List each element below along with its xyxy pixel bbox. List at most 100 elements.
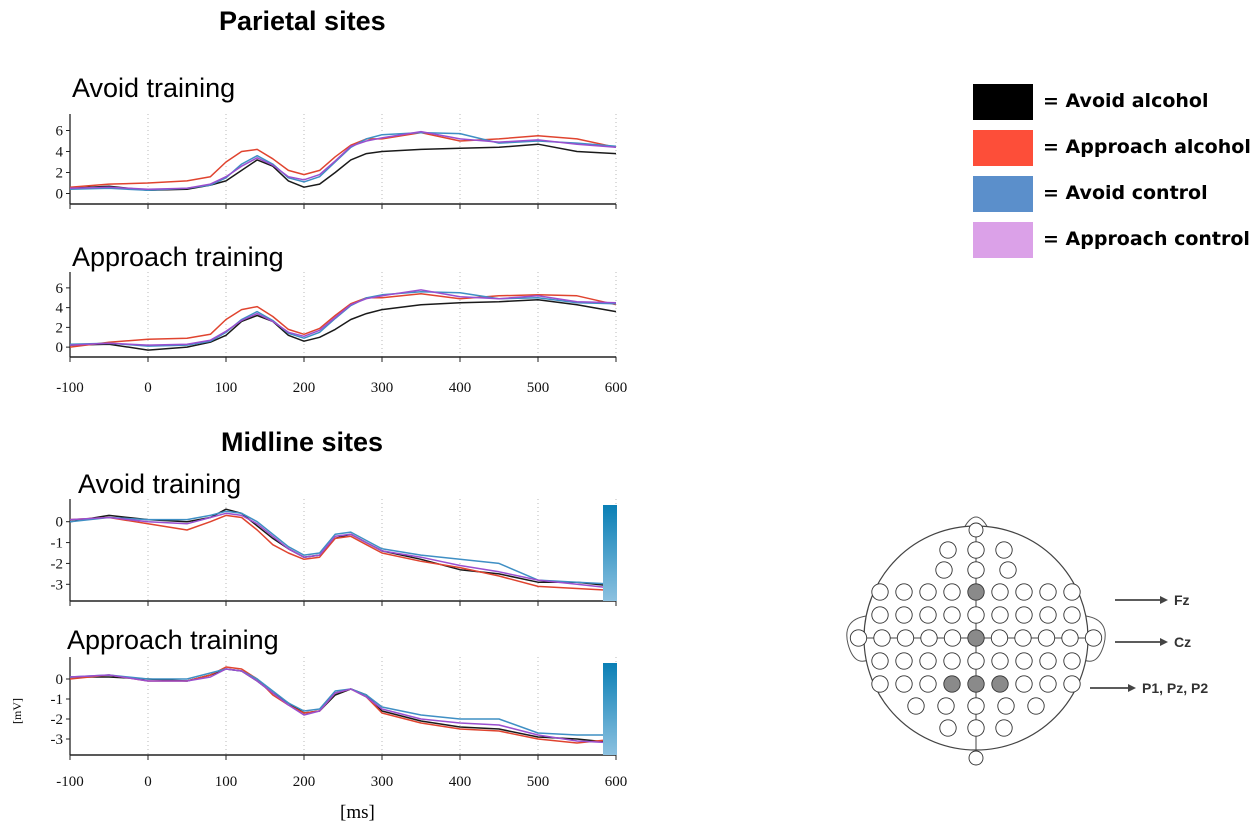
electrode [967, 561, 985, 579]
electrode [920, 629, 938, 647]
legend-swatch [973, 222, 1033, 258]
electrode-p2 [991, 675, 1009, 693]
section-title-midline: Midline sites [221, 427, 384, 457]
x-tick-label: 600 [605, 380, 628, 396]
electrode [1039, 606, 1057, 624]
chart-panel-3: 0 -1 -2 -3 -100 0 100 200 300 400 500 600 [51, 657, 627, 790]
electrode [849, 629, 868, 647]
series-line-approach-control [69, 130, 617, 191]
electrode [873, 629, 891, 647]
electrode [1063, 583, 1081, 601]
electrode [1039, 675, 1057, 693]
panel-title-midline-avoid: Avoid training [78, 469, 242, 499]
panel-title-parietal-approach: Approach training [72, 242, 284, 272]
panel-title-midline-approach: Approach training [67, 625, 279, 655]
series-line-avoid-control [69, 510, 617, 586]
series-line-avoid-alcohol [69, 298, 617, 351]
electrode [999, 561, 1017, 579]
series-line-avoid-control [69, 131, 617, 192]
electrode [967, 606, 985, 624]
y-tick-label: 0 [56, 187, 64, 203]
electrode [1084, 629, 1103, 647]
x-tick-label: 300 [371, 380, 394, 396]
arrow-head-icon [1128, 684, 1136, 692]
electrode [871, 606, 889, 624]
series-line-avoid-control [69, 668, 616, 736]
series-line-approach-alcohol [69, 293, 617, 348]
arrow-head-icon [1160, 638, 1168, 646]
series-line-avoid-alcohol [69, 508, 617, 588]
electrode [896, 629, 915, 647]
electrode [1063, 606, 1081, 624]
electrode [943, 606, 961, 624]
electrode [991, 652, 1009, 670]
electrode [939, 719, 957, 737]
electrode [967, 719, 985, 737]
electrode [937, 697, 955, 715]
chart-panel-0: 0 2 4 6 [56, 114, 617, 209]
series-line-approach-control [69, 512, 617, 590]
y-tick-label: 4 [56, 145, 64, 161]
electrode [935, 561, 953, 579]
y-tick-label: -3 [51, 732, 64, 748]
electrode [997, 697, 1015, 715]
chart-panel-2: 0 -1 -2 -3 [51, 499, 617, 606]
color-scale-bar [603, 663, 617, 755]
x-tick-label: 400 [449, 774, 472, 790]
series-line-approach-control [69, 289, 617, 346]
electrode [1027, 697, 1045, 715]
legend-label: = Avoid alcohol [1043, 90, 1209, 112]
x-tick-label: 500 [527, 380, 550, 396]
y-tick-label: 4 [56, 301, 64, 317]
electrode [895, 652, 913, 670]
y-tick-label: 2 [56, 320, 64, 336]
electrode [995, 541, 1013, 559]
y-tick-label: 0 [56, 340, 64, 356]
x-tick-label: 100 [215, 774, 238, 790]
legend-label: = Approach control [1043, 228, 1250, 250]
electrode [943, 629, 962, 647]
electrode-p1 [943, 675, 961, 693]
y-tick-label: -2 [51, 712, 64, 728]
electrode [991, 606, 1009, 624]
electrode-fz [967, 583, 985, 601]
electrode [919, 583, 937, 601]
electrode [895, 583, 913, 601]
electrode [895, 606, 913, 624]
electrode [939, 541, 957, 559]
y-tick-label: 0 [56, 672, 64, 688]
x-axis-label: [ms] [340, 802, 375, 823]
x-tick-label: 200 [293, 380, 316, 396]
electrode [1015, 675, 1033, 693]
electrode [1014, 629, 1032, 647]
electrode [967, 697, 985, 715]
erp-charts: 0 2 4 6 0 2 4 6 -100 0 100 200 300 400 500 600 0 -1 -2 -3 0 -… [51, 114, 628, 790]
y-tick-label: 0 [56, 515, 64, 531]
electrode [895, 675, 913, 693]
electrode [1015, 606, 1033, 624]
electrode [919, 675, 937, 693]
arrow-head-icon [1160, 596, 1168, 604]
legend-label: = Approach alcohol [1043, 136, 1251, 158]
electrode [943, 652, 961, 670]
electrode [871, 652, 889, 670]
electrode [967, 652, 985, 670]
electrode [995, 719, 1013, 737]
x-tick-label: 200 [293, 774, 316, 790]
electrode-label-fz: Fz [1174, 592, 1190, 608]
x-tick-label: 0 [144, 380, 152, 396]
electrode-label-cz: Cz [1174, 634, 1191, 650]
electrode [919, 606, 937, 624]
electrode [1015, 583, 1033, 601]
electrode [1063, 675, 1081, 693]
panel-title-parietal-avoid: Avoid training [72, 73, 236, 103]
electrode [1061, 629, 1079, 647]
color-scale-bar [603, 505, 617, 601]
electrode [1063, 652, 1081, 670]
electrode [943, 583, 961, 601]
electrode-cz [967, 629, 985, 647]
y-tick-label: 6 [56, 124, 64, 140]
electrode [990, 629, 1009, 647]
nose [963, 516, 989, 529]
electrode [871, 675, 889, 693]
